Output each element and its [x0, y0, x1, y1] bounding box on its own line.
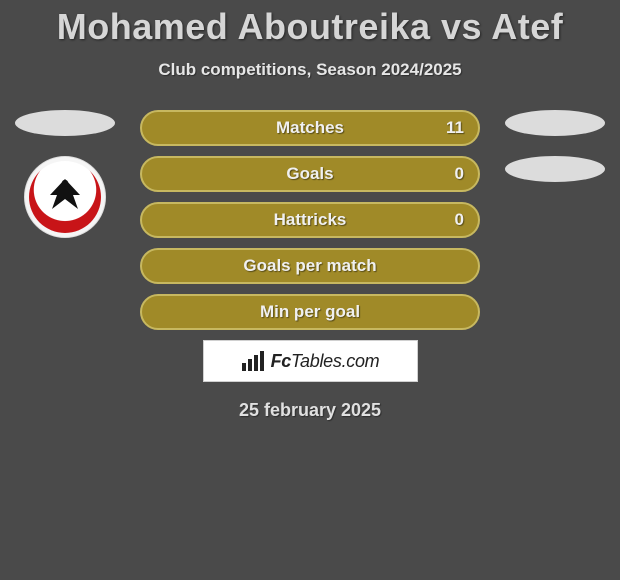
stat-pill: Goals per match: [140, 248, 480, 284]
stat-label: Goals: [286, 164, 333, 184]
root: Mohamed Aboutreika vs Atef Club competit…: [0, 0, 620, 421]
fctables-logo-box[interactable]: FcTables.com: [203, 340, 418, 382]
fctables-logo-text: FcTables.com: [271, 351, 380, 372]
stat-pill: Min per goal: [140, 294, 480, 330]
stat-value-right: 11: [446, 118, 464, 138]
club-badge-left: [24, 156, 106, 238]
player-photo-placeholder-left: [15, 110, 115, 136]
stat-pill: Hattricks 0: [140, 202, 480, 238]
stat-label: Matches: [276, 118, 344, 138]
logo-bold: Fc: [271, 351, 291, 371]
subtitle: Club competitions, Season 2024/2025: [0, 60, 620, 80]
stat-value-right: 0: [455, 210, 464, 230]
logo-rest: Tables.com: [291, 351, 379, 371]
stat-pill: Matches 11: [140, 110, 480, 146]
stat-label: Min per goal: [260, 302, 360, 322]
stat-label: Goals per match: [243, 256, 376, 276]
stat-label: Hattricks: [274, 210, 347, 230]
bars-icon: [241, 351, 265, 371]
left-player-column: [10, 110, 120, 238]
eagle-icon: [42, 175, 88, 215]
stat-value-right: 0: [455, 164, 464, 184]
date-label: 25 february 2025: [140, 400, 480, 421]
right-player-column: [500, 110, 610, 202]
stat-pill: Goals 0: [140, 156, 480, 192]
comparison-body: Matches 11 Goals 0 Hattricks 0 Goals per match…: [0, 110, 620, 421]
player-photo-placeholder-right-2: [505, 156, 605, 182]
player-photo-placeholder-right-1: [505, 110, 605, 136]
stats-column: Matches 11 Goals 0 Hattricks 0 Goals per match…: [140, 110, 480, 421]
page-title: Mohamed Aboutreika vs Atef: [0, 6, 620, 48]
